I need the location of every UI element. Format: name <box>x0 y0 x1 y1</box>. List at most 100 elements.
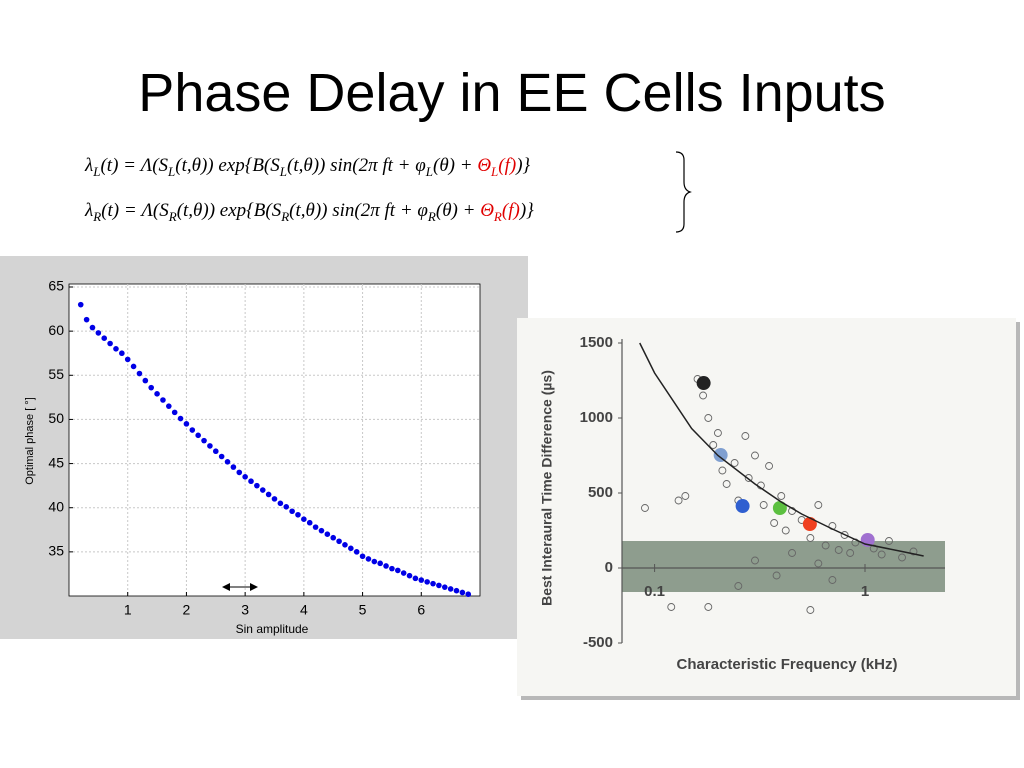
x-tick-label: 0.1 <box>644 583 665 600</box>
equation-text: (t,θ)) exp{B(S <box>175 155 280 176</box>
data-point <box>713 448 728 463</box>
equation-subscript: R <box>168 208 177 224</box>
data-point <box>772 501 787 515</box>
equation-subscript: L <box>425 163 433 179</box>
data-point <box>130 363 137 370</box>
data-point <box>295 511 301 518</box>
data-point <box>806 534 815 542</box>
data-point <box>365 556 372 562</box>
y-tick-label: 1000 <box>580 409 613 426</box>
data-point <box>696 376 711 391</box>
data-point <box>113 346 119 352</box>
plot-area <box>68 283 481 597</box>
data-point <box>142 377 149 384</box>
data-point <box>301 516 307 522</box>
data-point <box>271 496 278 502</box>
y-tick-label: 1500 <box>580 334 613 351</box>
data-point <box>751 451 759 460</box>
data-point <box>77 301 84 308</box>
data-point <box>412 575 419 582</box>
equation-subscript: R <box>93 208 102 224</box>
data-point <box>840 531 849 539</box>
data-point <box>212 448 219 455</box>
data-point <box>770 519 779 527</box>
data-point <box>704 414 713 422</box>
x-axis-label: Characteristic Frequency (kHz) <box>677 656 898 673</box>
arrow-annotation <box>222 583 258 591</box>
equation: λL(t) = Λ(SL(t,θ)) exp{B(SL(t,θ)) sin(2π… <box>85 155 530 180</box>
equation-brace <box>675 151 692 233</box>
y-tick-label: 55 <box>48 366 64 382</box>
x-tick-label: 2 <box>183 602 191 618</box>
y-axis-label: Best Interaural Time Difference (µs) <box>539 370 555 606</box>
data-point <box>107 340 113 347</box>
data-point <box>722 480 731 488</box>
equation-text: (f) <box>498 155 517 176</box>
equation-text: )} <box>519 200 534 221</box>
data-point <box>465 591 472 598</box>
y-tick-label: -500 <box>583 634 613 651</box>
equation-text: (θ) + <box>433 155 478 176</box>
data-point <box>802 517 817 532</box>
data-point <box>95 330 102 336</box>
data-point <box>877 550 886 559</box>
equation-text: Θ <box>480 200 494 221</box>
data-point <box>424 579 430 585</box>
equation-text: (t) = Λ(S <box>100 155 169 176</box>
data-point <box>406 572 413 579</box>
data-point <box>230 464 237 470</box>
data-point <box>834 546 843 554</box>
y-tick-label: 35 <box>48 543 64 559</box>
fit-curve <box>639 342 924 557</box>
equation-subscript: R <box>281 208 290 224</box>
data-point <box>400 570 407 576</box>
data-point <box>430 580 436 587</box>
data-point <box>699 391 708 400</box>
equation-text: (f) <box>501 200 520 221</box>
y-tick-label: 40 <box>48 498 64 514</box>
data-point <box>741 432 750 440</box>
data-point <box>259 487 266 493</box>
data-point <box>195 432 201 439</box>
y-tick-label: 45 <box>48 454 64 470</box>
data-point <box>119 350 125 357</box>
x-tick-label: 3 <box>241 602 249 618</box>
data-point <box>821 541 830 550</box>
data-point <box>674 496 683 505</box>
y-axis-label: Optimal phase [ °] <box>24 397 36 485</box>
data-point <box>265 491 272 498</box>
data-point <box>751 556 759 565</box>
equation-subscript: L <box>93 163 101 179</box>
data-point <box>383 563 389 569</box>
data-point <box>224 459 231 465</box>
data-point <box>189 427 196 433</box>
data-point <box>171 409 178 416</box>
equation-text: )} <box>516 155 531 176</box>
data-point <box>148 384 154 391</box>
data-point <box>846 549 855 557</box>
data-point <box>395 567 401 574</box>
data-point <box>283 504 290 510</box>
y-tick-label: 50 <box>48 410 64 426</box>
data-point <box>201 437 207 444</box>
shaded-band <box>622 541 945 592</box>
equation-subscript: L <box>491 163 499 179</box>
x-tick-label: 4 <box>300 602 308 618</box>
data-point <box>359 553 366 560</box>
x-tick-label: 6 <box>417 602 425 618</box>
equation: λR(t) = Λ(SR(t,θ)) exp{B(SR(t,θ)) sin(2π… <box>85 200 534 225</box>
data-point <box>136 370 143 377</box>
data-point <box>828 576 837 584</box>
data-point <box>885 537 893 545</box>
data-point <box>709 441 718 449</box>
y-tick-label: 60 <box>48 322 64 338</box>
x-axis-label: Sin amplitude <box>236 622 309 636</box>
data-point <box>89 324 96 331</box>
data-point <box>324 531 331 537</box>
x-tick-label: 1 <box>861 583 869 600</box>
data-point <box>781 526 790 535</box>
equation-text: (t) = Λ(S <box>101 200 169 221</box>
equation-text: λ <box>85 155 94 176</box>
data-point <box>83 316 90 323</box>
